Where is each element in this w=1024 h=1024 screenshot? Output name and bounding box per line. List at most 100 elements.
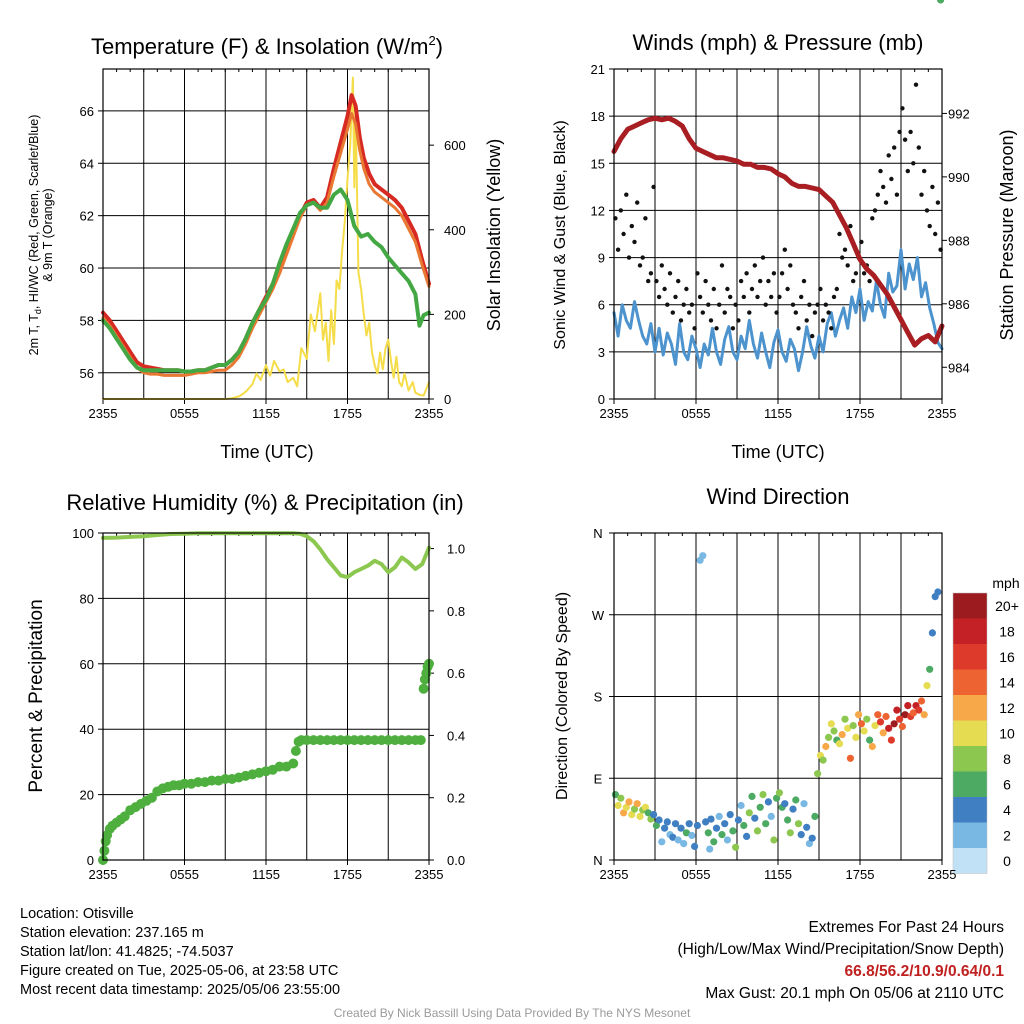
direction-point: [721, 820, 729, 828]
y-tick-label: 56: [80, 366, 94, 381]
gust-point: [774, 310, 779, 315]
direction-point: [622, 803, 630, 811]
colorbar-unit: mph: [992, 575, 1019, 591]
gust-point: [711, 286, 716, 292]
gust-point: [758, 278, 763, 284]
gust-point: [812, 310, 818, 315]
direction-point: [663, 818, 671, 826]
direction-point: [835, 740, 844, 748]
y-tick-label: 100: [72, 526, 94, 541]
direction-point: [871, 722, 879, 730]
gust-point: [837, 231, 842, 237]
y2-tick-label: 200: [444, 307, 466, 322]
direction-point: [841, 715, 849, 723]
x-tick-label: 0555: [682, 406, 711, 421]
gust-point: [684, 286, 689, 292]
gust-point: [829, 326, 834, 331]
direction-point: [814, 770, 822, 778]
direction-point: [887, 736, 896, 744]
direction-point: [661, 824, 669, 832]
gust-point: [842, 247, 848, 252]
direction-point: [762, 820, 770, 828]
direction-point: [792, 796, 800, 804]
direction-point: [868, 742, 876, 751]
direction-point: [756, 803, 764, 811]
direction-point: [775, 789, 784, 797]
x-tick-label: 0555: [682, 867, 711, 882]
y-tick-label: 9: [598, 251, 605, 266]
direction-point: [617, 794, 625, 802]
humidity-precip-panel: Relative Humidity (%) & Precipitation (i…: [26, 490, 465, 882]
y2-tick-label: 0.0: [447, 853, 465, 868]
gust-point: [646, 278, 651, 284]
direction-point: [926, 665, 934, 673]
y-tick-label: W: [592, 608, 605, 623]
direction-panel-title: Wind Direction: [706, 484, 849, 509]
gust-point: [796, 326, 801, 331]
gust-point: [749, 286, 755, 292]
direction-point: [822, 742, 830, 751]
gust-point: [894, 192, 900, 197]
gust-point: [911, 161, 916, 166]
colorbar-swatch: [953, 797, 987, 823]
gust-point: [810, 333, 815, 339]
direction-point: [753, 827, 762, 835]
pressure-line: [611, 115, 945, 348]
x-tick-label: 0555: [170, 406, 199, 421]
gust-point: [861, 271, 867, 276]
direction-point: [743, 832, 751, 841]
direction-point: [680, 840, 688, 848]
extremes-subheading: (High/Low/Max Wind/Precipitation/Snow De…: [677, 941, 1005, 958]
gust-point: [738, 278, 744, 284]
gust-point: [681, 302, 686, 307]
gust-point: [760, 255, 766, 260]
direction-point: [860, 727, 868, 735]
plot-frame: [613, 68, 943, 400]
gust-point: [933, 231, 938, 237]
gust-point: [924, 208, 930, 213]
direction-point: [614, 801, 622, 810]
x-tick-label: 2355: [89, 406, 118, 421]
y-tick-label: N: [593, 526, 602, 541]
gust-point: [788, 263, 793, 268]
y-tick-label: 64: [80, 156, 94, 171]
colorbar-outline: [952, 592, 988, 874]
direction-point: [718, 831, 726, 839]
gust-point: [848, 223, 853, 229]
series-line: [102, 76, 430, 400]
x-tick-label: 1155: [252, 406, 280, 421]
colorbar-swatch: [953, 669, 987, 695]
gust-point: [741, 294, 746, 300]
y-tick-label: S: [594, 690, 603, 705]
y2-tick-label: 984: [948, 360, 970, 375]
gust-point: [722, 310, 727, 315]
gust-point: [629, 223, 634, 229]
gust-point: [747, 310, 752, 315]
y-tick-label: 21: [591, 62, 605, 77]
direction-point: [844, 724, 852, 732]
direction-point: [923, 682, 931, 690]
gust-point: [667, 271, 673, 276]
gust-point: [643, 216, 648, 221]
gust-point: [818, 286, 823, 292]
precip-point: [288, 758, 299, 769]
gust-point: [632, 239, 637, 245]
gust-point: [897, 129, 902, 135]
y-tick-label: 0: [87, 853, 94, 868]
gust-point: [913, 82, 919, 87]
direction-point: [674, 836, 682, 844]
direction-point: [625, 798, 633, 806]
precip-point: [99, 845, 110, 856]
y2-tick-label: 0.2: [447, 791, 465, 806]
colorbar-label: 0: [1003, 853, 1011, 869]
y-tick-label: E: [594, 771, 603, 786]
gust-point: [826, 310, 831, 315]
y2-tick-label: 400: [444, 223, 466, 238]
winds-panel-ylabel: Sonic Wind & Gust (Blue, Black): [552, 120, 569, 349]
gust-point: [736, 318, 741, 323]
gust-point: [695, 271, 700, 276]
direction-point: [712, 824, 721, 832]
direction-point: [641, 803, 650, 811]
direction-point: [863, 715, 871, 723]
gust-point: [834, 286, 839, 292]
